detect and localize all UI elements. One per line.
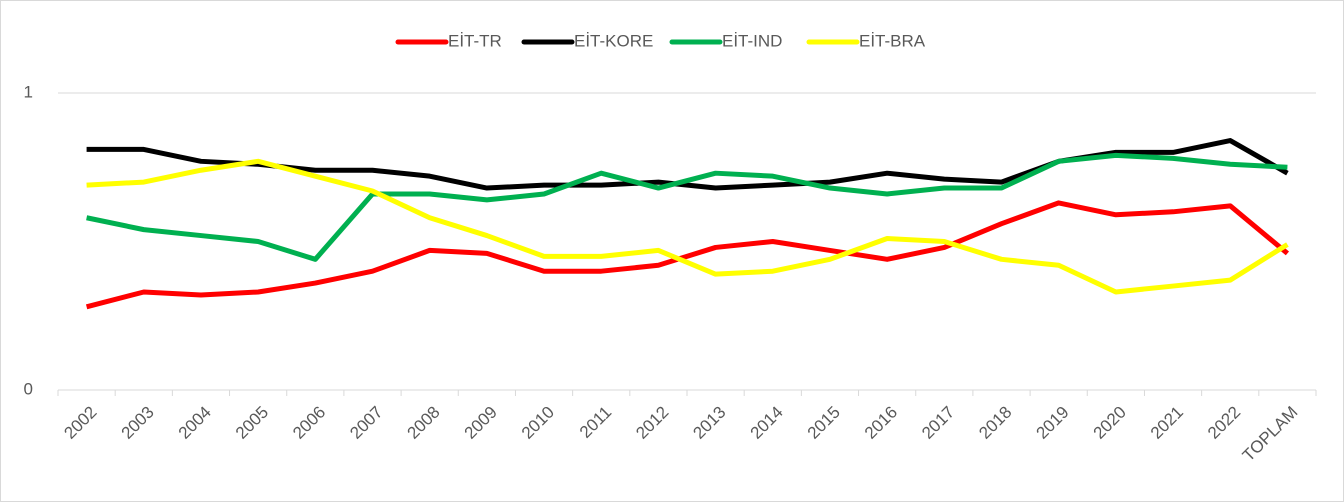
legend-label: EİT-KORE xyxy=(574,31,653,50)
series-line xyxy=(86,152,1288,262)
y-tick-label: 0 xyxy=(24,379,33,398)
legend-label: EİT-IND xyxy=(722,31,782,50)
y-tick-label: 1 xyxy=(24,82,33,101)
legend-label: EİT-TR xyxy=(448,31,502,50)
series-line xyxy=(85,200,1290,310)
series-line xyxy=(86,158,1289,295)
legend-label: EİT-BRA xyxy=(859,31,926,50)
